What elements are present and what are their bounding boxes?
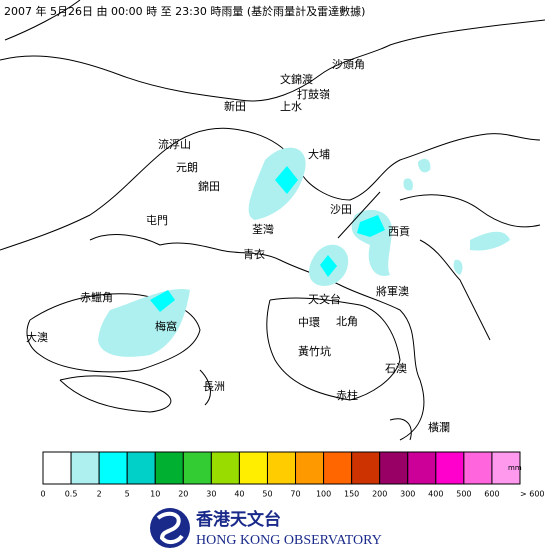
legend-label: 70 — [290, 490, 300, 499]
place-label: 長洲 — [203, 380, 225, 393]
place-label: 天文台 — [308, 292, 341, 306]
legend-label: 200 — [372, 490, 387, 499]
legend-label: 2 — [97, 490, 102, 499]
legend-label: 500 — [456, 490, 471, 499]
legend-label: 300 — [400, 490, 415, 499]
rain-areas — [98, 147, 510, 357]
legend-label: > 600 — [520, 490, 545, 499]
place-label: 屯門 — [146, 214, 168, 227]
rain-area — [275, 166, 298, 194]
legend-label: 20 — [178, 490, 188, 499]
legend-swatch — [323, 451, 353, 485]
place-label: 將軍澳 — [376, 284, 409, 298]
place-label: 北角 — [336, 315, 358, 328]
legend-label: 0 — [40, 490, 45, 499]
place-label: 流浮山 — [158, 137, 191, 151]
legend-label: 30 — [206, 490, 216, 499]
place-label: 沙田 — [330, 203, 352, 216]
place-label: 打鼓嶺 — [297, 87, 330, 101]
rain-area — [248, 147, 306, 220]
coastline — [0, 0, 545, 441]
logo-swirl — [156, 511, 184, 545]
rain-area — [357, 215, 385, 237]
legend-swatch — [70, 451, 100, 485]
legend-swatch — [126, 451, 156, 485]
rain-area — [453, 259, 463, 275]
legend-swatch — [210, 451, 240, 485]
place-label: 黃竹坑 — [298, 344, 331, 358]
place-label: 大埔 — [308, 147, 330, 161]
legend-swatch — [266, 451, 297, 485]
logo-chinese: 香港天文台 — [196, 509, 281, 530]
legend-label: 400 — [428, 490, 443, 499]
place-label: 石澳 — [385, 362, 407, 375]
logo: 香港天文台 HONG KONG OBSERVATORY — [150, 508, 382, 548]
legend-label: 600 — [484, 490, 499, 499]
legend-label: 40 — [234, 490, 244, 499]
place-label: 文錦渡 — [280, 72, 313, 86]
legend-label: 100 — [316, 490, 331, 499]
legend-swatch — [238, 451, 268, 485]
legend-swatch — [295, 451, 325, 485]
place-label: 上水 — [280, 100, 302, 113]
legend-swatch — [351, 451, 381, 485]
legend-swatch — [491, 451, 521, 485]
legend-swatch — [463, 451, 493, 485]
legend-label: 50 — [262, 490, 272, 499]
legend-swatch — [154, 451, 184, 485]
place-label: 青衣 — [243, 247, 265, 261]
legend-swatch — [435, 451, 465, 485]
place-label: 西貢 — [388, 225, 410, 238]
legend-swatch — [379, 451, 409, 485]
place-label: 大澳 — [26, 330, 48, 344]
place-label: 錦田 — [198, 179, 220, 193]
map-title: 2007 年 5月26日 由 00:00 時 至 23:30 時雨量 (基於雨量… — [4, 4, 365, 18]
place-label: 赤鱲角 — [80, 291, 113, 304]
rain-area — [418, 158, 431, 173]
place-label: 梅窩 — [155, 319, 177, 333]
legend-label: 10 — [150, 490, 160, 499]
legend-swatch — [42, 451, 72, 485]
legend-unit: mm — [508, 464, 522, 472]
place-label: 沙頭角 — [332, 58, 365, 71]
place-label: 新田 — [224, 99, 246, 113]
place-label: 元朗 — [176, 161, 198, 174]
logo-english: HONG KONG OBSERVATORY — [196, 533, 382, 548]
rain-area — [320, 255, 337, 277]
legend-label: 0.5 — [65, 490, 78, 499]
shing-mun-channel — [337, 191, 381, 239]
legend-swatch — [182, 451, 212, 485]
rain-area — [403, 178, 413, 191]
place-label: 荃灣 — [252, 222, 274, 236]
legend-swatch — [98, 451, 128, 485]
legend-swatch — [407, 451, 437, 485]
place-label: 赤柱 — [336, 388, 358, 402]
place-label: 橫瀾 — [428, 420, 450, 434]
legend-label: 5 — [125, 490, 130, 499]
legend-label: 150 — [344, 490, 359, 499]
place-label: 中環 — [298, 316, 320, 329]
rain-area — [150, 290, 175, 312]
rain-area — [470, 231, 510, 251]
